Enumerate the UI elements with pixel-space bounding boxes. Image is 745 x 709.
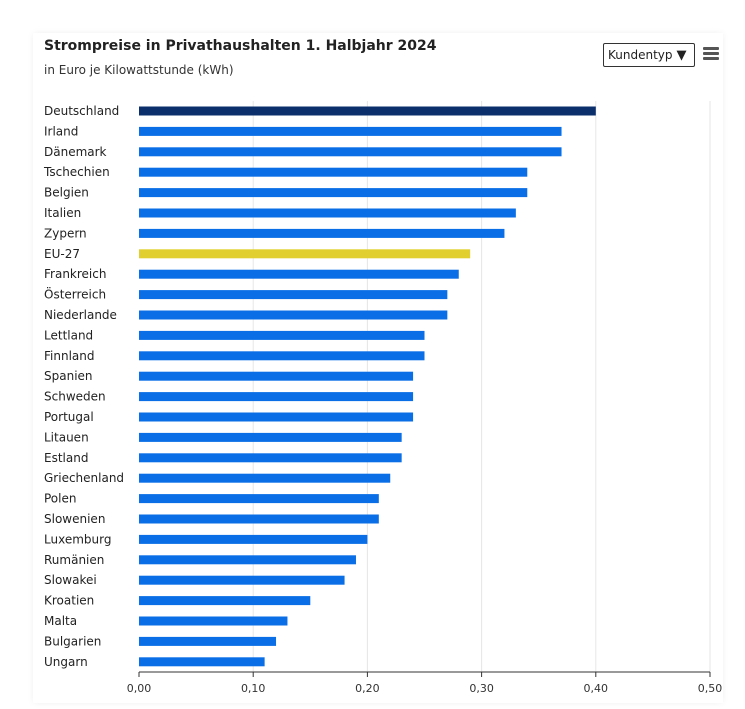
category-label: Malta <box>44 614 77 628</box>
category-label: Estland <box>44 451 88 465</box>
hamburger-menu-icon[interactable] <box>703 47 719 61</box>
bar <box>139 330 425 340</box>
kundentyp-dropdown[interactable]: Kundentyp ▼ <box>603 43 695 67</box>
category-label: Österreich <box>44 286 106 302</box>
bar <box>139 392 414 402</box>
category-label: Irland <box>44 124 78 138</box>
bar <box>139 412 414 422</box>
category-label: Bulgarien <box>44 634 101 648</box>
x-tick-label: 0,50 <box>698 682 723 695</box>
bar <box>139 167 528 177</box>
bar <box>139 596 311 606</box>
bar <box>139 473 391 483</box>
category-label: Griechenland <box>44 471 124 485</box>
x-tick-label: 0,10 <box>241 682 266 695</box>
category-label: Schweden <box>44 390 106 404</box>
bar <box>139 453 402 463</box>
bar <box>139 432 402 442</box>
chart-title: Strompreise in Privathaushalten 1. Halbj… <box>44 38 437 54</box>
category-label: Kroatien <box>44 594 94 608</box>
category-label: Finnland <box>44 349 94 363</box>
x-tick-label: 0,40 <box>584 682 609 695</box>
category-label: Luxemburg <box>44 532 111 546</box>
bar <box>139 636 277 646</box>
category-label: EU-27 <box>44 247 80 261</box>
category-label: Ungarn <box>44 655 88 669</box>
x-tick-label: 0,20 <box>355 682 380 695</box>
bar <box>139 249 471 259</box>
category-label: Slowenien <box>44 512 105 526</box>
bar <box>139 228 505 238</box>
bar <box>139 290 448 300</box>
x-tick-label: 0,30 <box>469 682 494 695</box>
category-label: Rumänien <box>44 553 104 567</box>
bar <box>139 514 379 524</box>
category-label: Belgien <box>44 186 89 200</box>
category-label: Tschechien <box>43 165 110 179</box>
bar <box>139 126 562 136</box>
bar <box>139 147 562 157</box>
category-label: Italien <box>44 206 81 220</box>
bar <box>139 310 448 320</box>
chevron-down-icon: ▼ <box>676 47 687 63</box>
bar <box>139 106 596 116</box>
bar <box>139 208 516 218</box>
chart-card <box>33 33 723 703</box>
category-label: Litauen <box>44 430 89 444</box>
category-label: Deutschland <box>44 104 119 118</box>
bar <box>139 657 265 667</box>
chart-subtitle: in Euro je Kilowattstunde (kWh) <box>44 63 234 77</box>
category-label: Frankreich <box>44 267 106 281</box>
bar <box>139 534 368 544</box>
bar <box>139 616 288 626</box>
category-label: Zypern <box>44 226 87 240</box>
bar <box>139 575 345 585</box>
bar <box>139 371 414 381</box>
bar <box>139 494 379 504</box>
bar <box>139 555 356 565</box>
dropdown-label: Kundentyp <box>608 48 673 62</box>
bar <box>139 351 425 361</box>
category-label: Dänemark <box>44 145 107 159</box>
category-label: Portugal <box>44 410 94 424</box>
bar <box>139 188 528 198</box>
category-label: Spanien <box>44 369 93 383</box>
category-label: Slowakei <box>44 573 97 587</box>
category-label: Lettland <box>44 328 93 342</box>
category-label: Niederlande <box>44 308 117 322</box>
x-tick-label: 0,00 <box>127 682 152 695</box>
bar <box>139 269 459 279</box>
category-label: Polen <box>44 492 76 506</box>
